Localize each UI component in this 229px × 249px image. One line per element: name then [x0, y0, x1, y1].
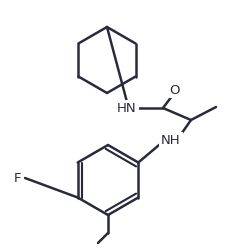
Text: F: F	[14, 172, 22, 185]
Text: NH: NH	[161, 133, 180, 146]
Text: O: O	[169, 83, 180, 97]
Text: HN: HN	[117, 102, 136, 115]
